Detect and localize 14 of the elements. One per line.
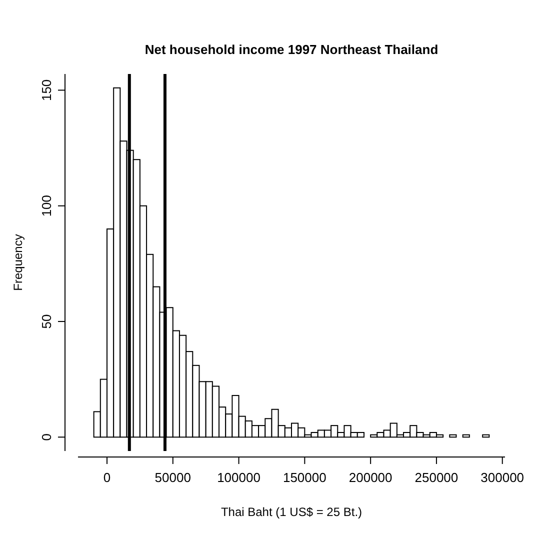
x-tick-label: 300000 — [480, 470, 524, 485]
x-tick-label: 250000 — [414, 470, 458, 485]
x-tick-label: 50000 — [154, 470, 191, 485]
y-axis-title: Frequency — [11, 234, 25, 291]
y-tick-label: 50 — [39, 314, 54, 329]
x-tick-label: 0 — [103, 470, 111, 485]
y-tick-label: 100 — [39, 194, 54, 217]
y-tick-label: 150 — [39, 79, 54, 102]
x-tick-label: 100000 — [217, 470, 260, 485]
x-axis-title: Thai Baht (1 US$ = 25 Bt.) — [220, 505, 362, 519]
x-tick-label: 200000 — [348, 470, 392, 485]
y-tick-label: 0 — [39, 434, 54, 441]
x-tick-label: 150000 — [282, 470, 326, 485]
chart-title: Net household income 1997 Northeast Thailand — [144, 42, 438, 57]
